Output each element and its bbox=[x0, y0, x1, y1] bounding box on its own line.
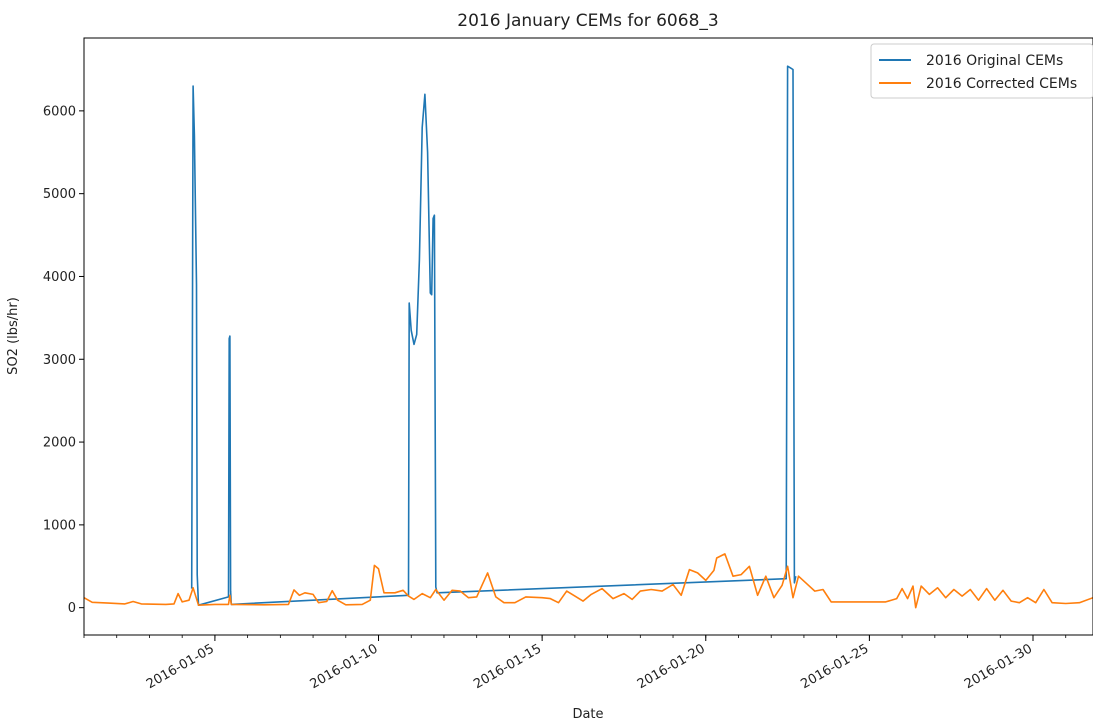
series-layer bbox=[83, 65, 1093, 609]
axes-frame bbox=[83, 37, 1093, 636]
legend-box bbox=[870, 43, 1093, 99]
legend: 2016 Original CEMs 2016 Corrected CEMs bbox=[870, 43, 1093, 99]
x-axis-label: Date bbox=[572, 707, 603, 722]
y-axis-ticks: 0 1000 2000 3000 4000 5000 6000 bbox=[43, 104, 84, 616]
legend-label-corrected: 2016 Corrected CEMs bbox=[926, 76, 1077, 92]
y-tick-label: 0 bbox=[68, 601, 76, 616]
legend-label-original: 2016 Original CEMs bbox=[926, 53, 1063, 69]
series-line-corrected bbox=[83, 553, 1093, 609]
plot-area bbox=[83, 37, 1093, 636]
y-tick-label: 1000 bbox=[43, 518, 76, 533]
y-tick-label: 6000 bbox=[43, 104, 76, 119]
series-line-original bbox=[190, 65, 797, 606]
y-tick-label: 5000 bbox=[43, 187, 76, 202]
y-axis-label: SO2 (lbs/hr) bbox=[6, 297, 21, 375]
y-tick-label: 4000 bbox=[43, 270, 76, 285]
y-tick-label: 2000 bbox=[43, 436, 76, 451]
y-tick-label: 3000 bbox=[43, 353, 76, 368]
chart-title: 2016 January CEMs for 6068_3 bbox=[457, 11, 718, 31]
